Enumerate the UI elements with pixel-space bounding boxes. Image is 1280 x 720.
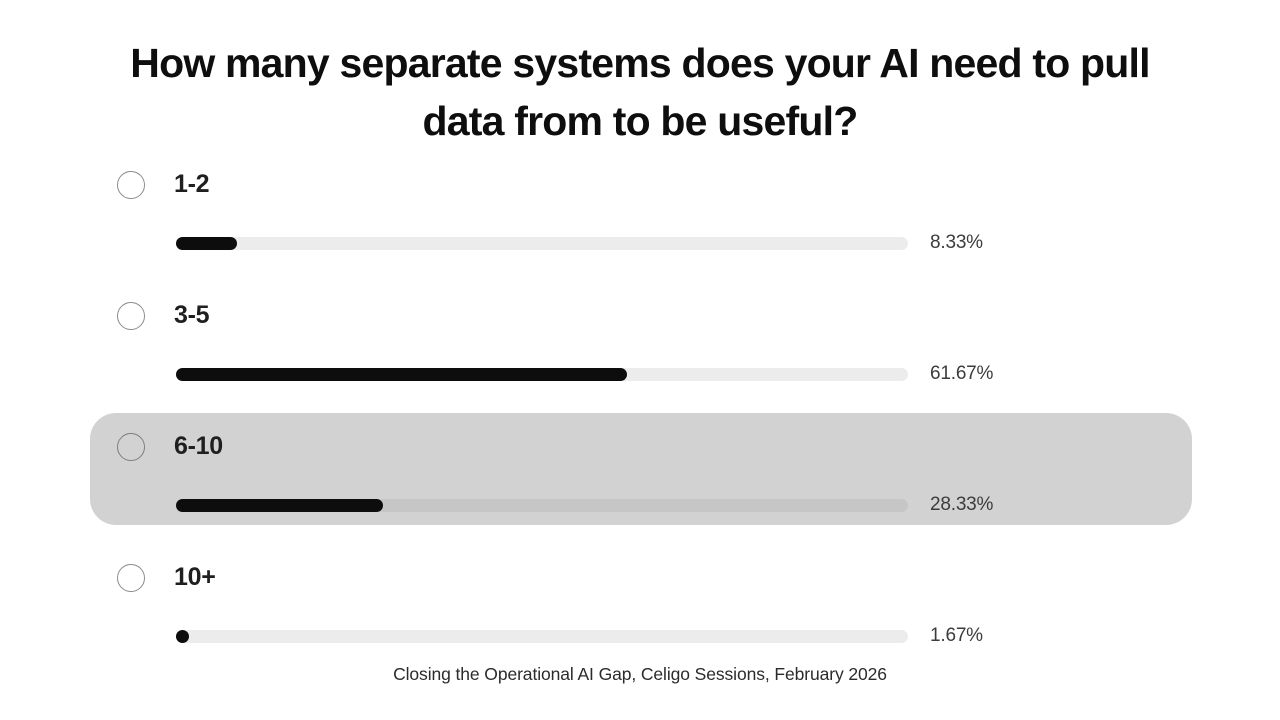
footer-caption: Closing the Operational AI Gap, Celigo S…	[393, 664, 887, 684]
radio-button[interactable]	[117, 432, 145, 461]
percent-label: 8.33%	[930, 232, 983, 253]
option-label: 10+	[174, 563, 216, 591]
result-bar-fill	[176, 236, 237, 250]
poll-option-row[interactable]: 1-2 8.33%	[90, 160, 1192, 291]
percent-label: 61.67%	[930, 363, 994, 384]
poll-results: 1-2 8.33% 3-5 61.67%	[90, 160, 1192, 684]
result-bar-fill	[176, 629, 189, 643]
page-title: How many separate systems does your AI n…	[130, 40, 1150, 145]
result-bar-fill	[176, 498, 384, 512]
result-bar-track	[176, 236, 908, 250]
percent-label: 28.33%	[930, 494, 994, 515]
poll-option-row[interactable]: 10+ 1.67%	[90, 553, 1192, 684]
option-label: 6-10	[174, 432, 223, 460]
result-bar-fill	[176, 367, 628, 381]
result-bar-track	[176, 367, 908, 381]
option-label: 3-5	[174, 301, 210, 329]
percent-label: 1.67%	[930, 625, 983, 646]
poll-option-row[interactable]: 6-10 28.33%	[90, 413, 1192, 553]
option-label: 1-2	[174, 170, 210, 198]
radio-button[interactable]	[117, 301, 145, 330]
result-bar-track	[176, 629, 908, 643]
radio-button[interactable]	[117, 170, 145, 199]
result-bar-track	[176, 498, 908, 512]
radio-button[interactable]	[117, 563, 145, 592]
poll-option-row[interactable]: 3-5 61.67%	[90, 291, 1192, 422]
